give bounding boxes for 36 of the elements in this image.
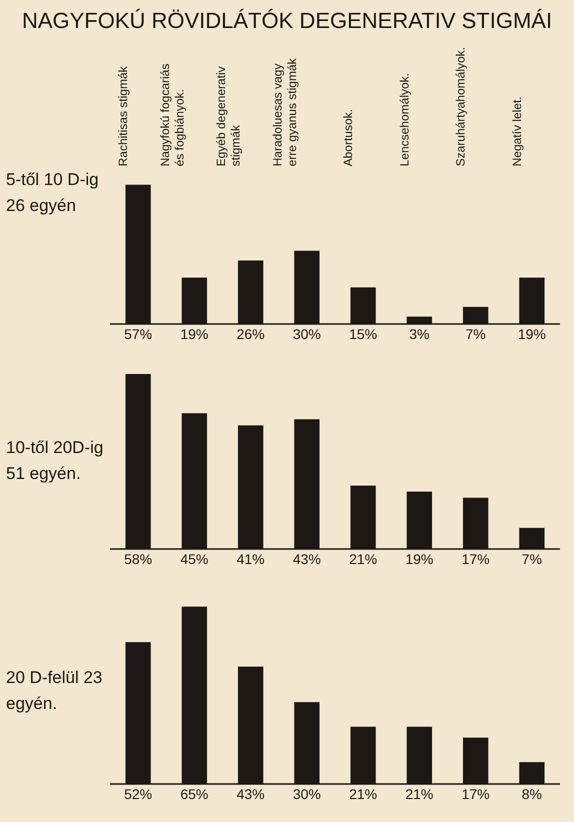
data-label: 17% [462,550,490,567]
data-label: 45% [180,550,208,567]
x-tick-label: Nagyfokú fogcariás és fogbiányok. [158,64,186,166]
data-label: 7% [466,326,486,342]
data-label: 52% [124,786,152,802]
y-axis-title: 5-től 10 D-ig 26 egyén [5,169,100,217]
data-label: 65% [180,786,208,802]
data-label: 17% [462,786,490,802]
x-tick-label: Lencsehomályok. [397,73,412,166]
data-label: 26% [236,326,265,342]
data-label: 8% [522,786,542,802]
data-label: 57% [124,326,152,342]
data-label: 7% [522,550,542,567]
data-label: 19% [518,326,546,342]
x-tick-label: Rachitisas stigmák [116,65,130,166]
x-tick-label: Negatív lelet. [510,96,524,166]
x-tick-label: Abortusok. [341,109,356,166]
y-axis-title: 20 D-felül 23 egyén. [5,666,104,714]
data-label: 43% [292,550,321,567]
data-label: 58% [124,550,152,567]
data-label: 15% [349,326,378,342]
data-label: 19% [180,326,208,342]
data-label: 21% [349,550,378,567]
data-label: 3% [409,326,430,342]
data-label: 43% [236,786,265,802]
data-label: 19% [405,550,434,567]
data-label: 21% [405,786,434,802]
data-label: 21% [349,786,378,802]
x-tick-label: Haradoluesas vagy erre gyanus stigmák [270,57,299,166]
data-label: 30% [292,326,321,342]
y-axis-title: 10-től 20D-ig 51 egyén. [5,436,104,484]
x-tick-label: Egyéb degenerativ stigmák [214,66,243,166]
chart-title: NAGYFOKÚ RÖVIDLÁTÓK DEGENERATIV STIGMÁI [20,7,554,35]
x-tick-label: Szaruhártyahomályok. [454,47,468,166]
data-label: 30% [292,786,321,802]
data-label: 41% [236,550,265,567]
